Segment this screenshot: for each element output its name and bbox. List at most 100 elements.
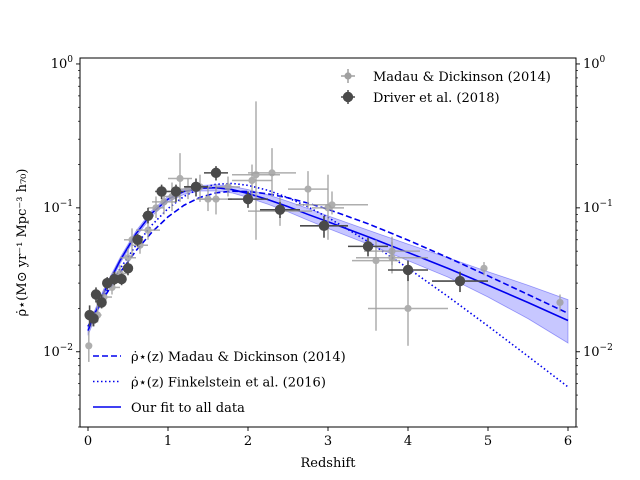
y-axis-label: ρ̇⋆(M⊙ yr⁻¹ Mpc⁻³ h₇₀) bbox=[15, 169, 30, 317]
x-axis-label: Redshift bbox=[300, 456, 356, 471]
driver-point-14 bbox=[228, 191, 268, 208]
madau-dickinson-point-21 bbox=[248, 148, 296, 197]
driver-point-11 bbox=[168, 184, 184, 202]
ticks-group: 0 1 2 3 4 5 6 10−2 10−2 10−1 10−1 100 100 bbox=[43, 55, 613, 449]
madau-dickinson-marker bbox=[124, 254, 132, 262]
driver-marker bbox=[90, 289, 102, 300]
madau-dickinson-marker bbox=[248, 176, 256, 185]
driver-marker bbox=[210, 167, 222, 179]
legend-marker bbox=[344, 72, 352, 80]
driver-point-9 bbox=[142, 207, 154, 224]
madau-dickinson-point-29 bbox=[352, 239, 400, 331]
madau-dickinson-point-23 bbox=[288, 171, 328, 208]
y-tick-label-left: 10−2 bbox=[43, 343, 73, 360]
madau-dickinson-marker bbox=[268, 169, 276, 177]
driver-point-6 bbox=[116, 273, 127, 286]
driver-marker bbox=[156, 186, 167, 197]
driver-marker bbox=[88, 313, 99, 324]
x-tick-label: 5 bbox=[484, 434, 492, 449]
madau-dickinson-marker bbox=[404, 304, 412, 313]
y-tick-label-right: 10−2 bbox=[583, 343, 613, 360]
driver-point-2 bbox=[90, 287, 102, 303]
driver-point-19 bbox=[432, 271, 488, 293]
driver-marker bbox=[122, 263, 134, 274]
driver-point-18 bbox=[388, 260, 428, 282]
madau-dickinson-marker bbox=[160, 198, 168, 206]
madau-dickinson-point-17 bbox=[200, 184, 232, 215]
madau-dickinson-marker bbox=[304, 185, 312, 193]
y-tick-label-left: 10−1 bbox=[43, 199, 73, 216]
madau-dickinson-marker bbox=[85, 342, 93, 350]
x-tick-label: 1 bbox=[164, 434, 172, 449]
madau-dickinson-marker bbox=[176, 174, 184, 183]
y-tick-label-right: 100 bbox=[583, 55, 606, 72]
legend-top-label: Driver et al. (2018) bbox=[373, 91, 500, 106]
madau-dickinson-point-10 bbox=[148, 196, 164, 219]
legend-bottom: ρ̇⋆(z) Madau & Dickinson (2014) ρ̇⋆(z) Fi… bbox=[93, 350, 346, 416]
driver-points-group bbox=[84, 166, 488, 327]
driver-marker bbox=[402, 264, 414, 276]
madau-dickinson-point-28 bbox=[368, 271, 448, 346]
driver-marker bbox=[318, 220, 330, 232]
driver-marker bbox=[142, 210, 154, 222]
madau-dickinson-point-19 bbox=[232, 164, 272, 197]
driver-marker bbox=[170, 186, 182, 197]
y-tick-label-left: 100 bbox=[51, 55, 74, 72]
driver-point-1 bbox=[88, 311, 99, 327]
madau-dickinson-marker bbox=[144, 226, 152, 234]
legend-marker bbox=[342, 91, 354, 103]
driver-point-13 bbox=[204, 166, 228, 181]
legend-top-item: Driver et al. (2018) bbox=[341, 90, 500, 106]
legend-bottom-item: Our fit to all data bbox=[93, 401, 245, 416]
driver-marker bbox=[109, 273, 120, 285]
y-tick-label-right: 10−1 bbox=[583, 199, 613, 216]
legend-bottom-label: ρ̇⋆(z) Madau & Dickinson (2014) bbox=[131, 350, 346, 365]
x-tick-label: 3 bbox=[324, 434, 332, 449]
madau-dickinson-point-30 bbox=[480, 262, 488, 276]
x-tick-label: 2 bbox=[244, 434, 252, 449]
driver-marker bbox=[190, 181, 202, 193]
driver-marker bbox=[362, 241, 374, 252]
madau-dickinson-marker bbox=[224, 183, 232, 191]
madau-dickinson-model-curve bbox=[87, 190, 569, 327]
madau-dickinson-point-18 bbox=[216, 176, 240, 197]
driver-point-3 bbox=[96, 294, 107, 309]
x-tick-label: 6 bbox=[564, 434, 572, 449]
legend-bottom-label: Our fit to all data bbox=[131, 401, 245, 416]
driver-point-12 bbox=[184, 178, 208, 197]
madau-dickinson-marker bbox=[212, 195, 220, 203]
madau-dickinson-point-31 bbox=[556, 294, 564, 312]
madau-dickinson-marker bbox=[372, 257, 380, 265]
driver-marker bbox=[242, 193, 254, 205]
madau-dickinson-point-0 bbox=[85, 330, 93, 362]
madau-dickinson-marker bbox=[152, 204, 160, 212]
legend-top-label: Madau & Dickinson (2014) bbox=[373, 70, 551, 85]
driver-point-15 bbox=[260, 201, 300, 219]
madau-dickinson-point-27 bbox=[364, 236, 420, 266]
driver-point-17 bbox=[348, 237, 388, 257]
axis-labels-group: Redshift ρ̇⋆(M⊙ yr⁻¹ Mpc⁻³ h₇₀) bbox=[15, 169, 356, 471]
madau-dickinson-marker bbox=[328, 201, 336, 209]
x-tick-label: 0 bbox=[84, 434, 92, 449]
driver-marker bbox=[274, 204, 286, 215]
driver-marker bbox=[116, 273, 127, 285]
legend-bottom-item: ρ̇⋆(z) Madau & Dickinson (2014) bbox=[93, 350, 346, 365]
driver-marker bbox=[132, 234, 143, 245]
madau-dickinson-marker bbox=[388, 247, 396, 255]
legend-top: Madau & Dickinson (2014) Driver et al. (2… bbox=[341, 69, 551, 106]
madau-dickinson-marker bbox=[480, 264, 488, 272]
legend-bottom-label: ρ̇⋆(z) Finkelstein et al. (2016) bbox=[131, 376, 326, 391]
madau-dickinson-marker bbox=[556, 298, 564, 307]
driver-point-8 bbox=[132, 233, 143, 247]
x-tick-label: 4 bbox=[404, 434, 412, 449]
driver-point-10 bbox=[155, 184, 168, 200]
driver-point-7 bbox=[122, 262, 134, 276]
madau-dickinson-point-25 bbox=[296, 191, 368, 215]
driver-point-16 bbox=[300, 215, 348, 238]
legend-bottom-item: ρ̇⋆(z) Finkelstein et al. (2016) bbox=[93, 376, 326, 391]
driver-marker bbox=[454, 275, 466, 287]
driver-marker bbox=[96, 297, 107, 308]
